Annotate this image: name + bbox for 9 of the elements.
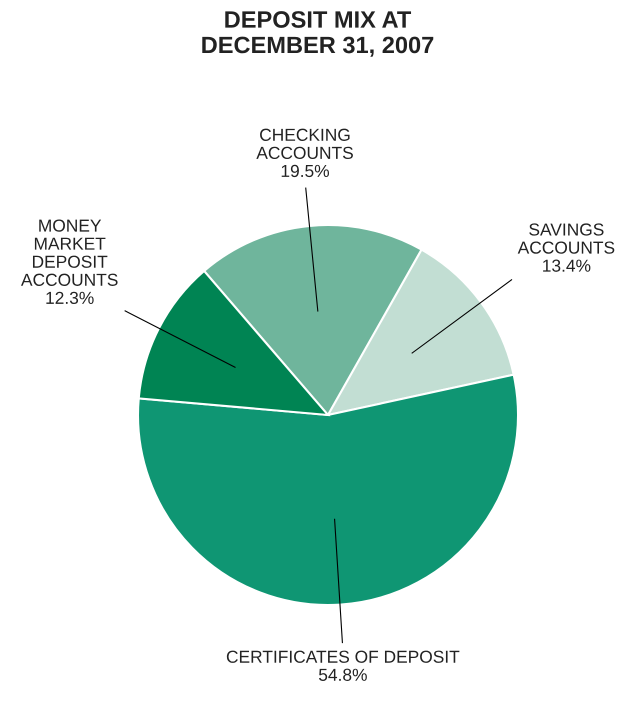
- slice-label: CHECKING ACCOUNTS: [256, 128, 353, 160]
- chart-title: DEPOSIT MIX AT DECEMBER 31, 2007: [202, 11, 434, 57]
- data-label: 12.3%: [46, 292, 94, 304]
- slice-label: MONEY MARKET DEPOSIT ACCOUNTS: [20, 219, 118, 286]
- slice-label: SAVINGS ACCOUNTS: [518, 223, 614, 254]
- data-label: 19.5%: [282, 164, 330, 178]
- data-label: 13.4%: [543, 260, 590, 272]
- slice-label: CERTIFICATES OF DEPOSIT: [226, 650, 460, 663]
- data-label: 54.8%: [318, 668, 367, 681]
